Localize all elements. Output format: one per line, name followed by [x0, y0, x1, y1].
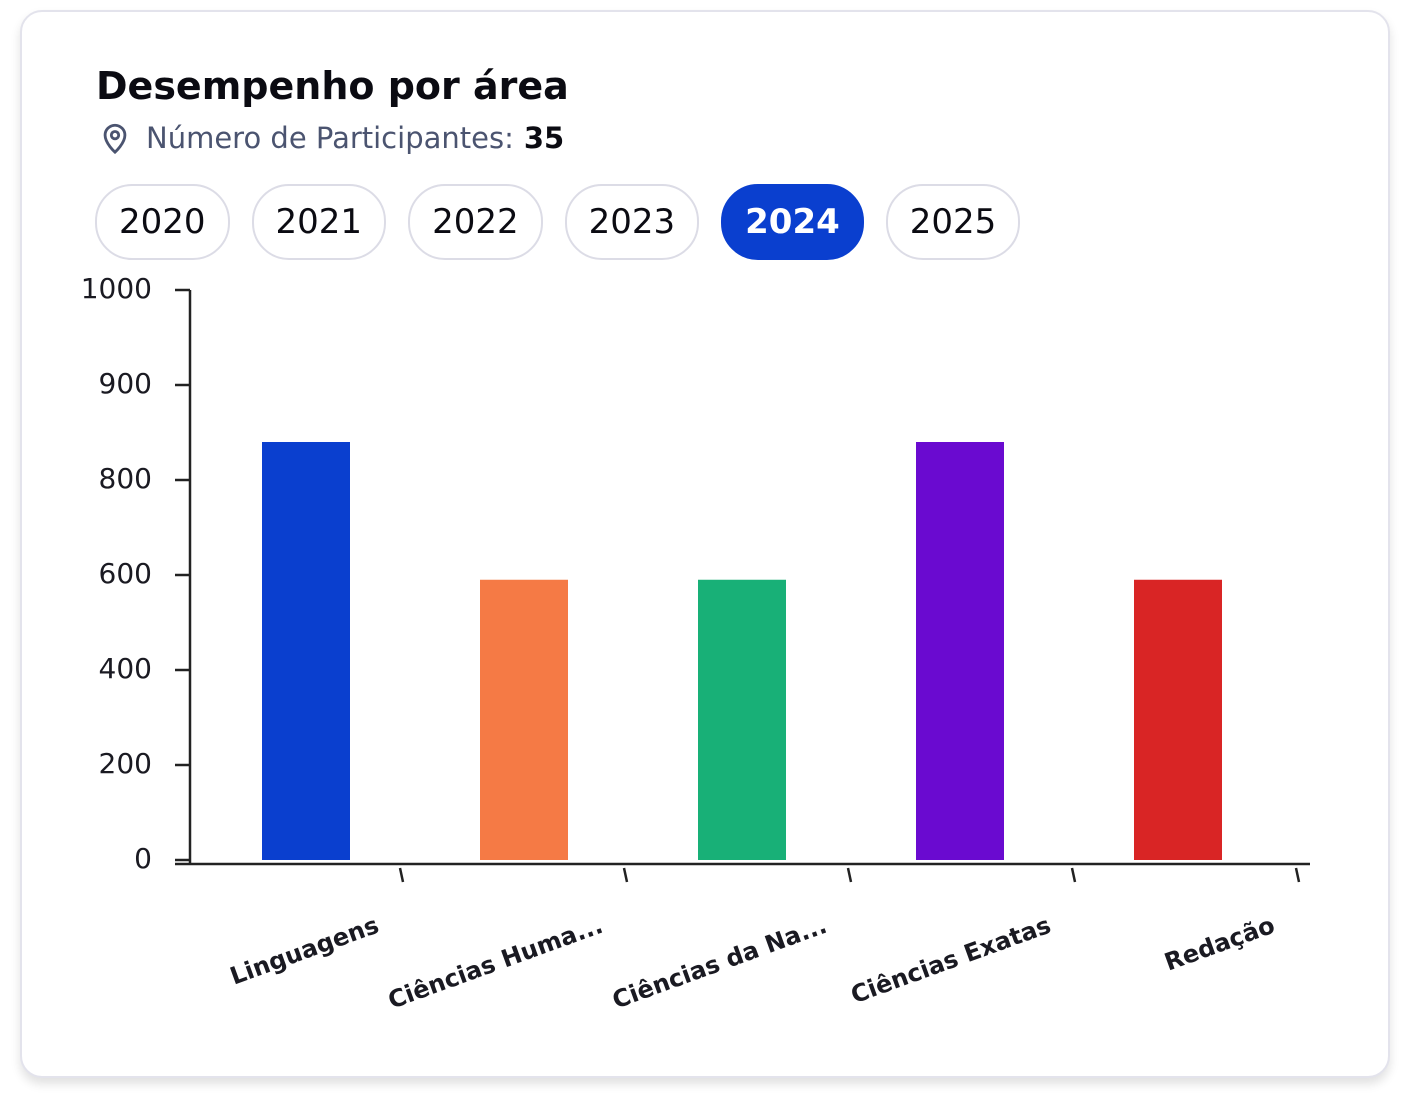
y-tick-label: 0 [134, 842, 152, 875]
x-tick-label: Ciências da Na... [609, 911, 831, 1015]
x-tick-label: Ciências Huma... [384, 911, 606, 1015]
year-selector: 2020 2021 2022 2023 2024 2025 [95, 184, 1021, 260]
x-tick [622, 867, 629, 883]
x-tick-label: Ciências Exatas [847, 911, 1054, 1009]
bar [916, 442, 1004, 860]
year-pill[interactable]: 2024 [721, 184, 864, 260]
participants-value: 35 [523, 121, 565, 155]
x-tick [1294, 867, 1301, 883]
bar [1134, 579, 1222, 860]
year-pill[interactable]: 2020 [95, 184, 230, 260]
bar [698, 579, 786, 860]
y-tick-label: 800 [99, 462, 152, 495]
location-icon [103, 123, 127, 155]
y-tick-label: 900 [99, 367, 152, 400]
x-tick-label: Redação [1161, 911, 1279, 977]
y-tick-label: 400 [99, 652, 152, 685]
year-pill[interactable]: 2023 [564, 184, 700, 260]
x-tick-label: Linguagens [226, 911, 382, 991]
x-tick [398, 867, 405, 883]
year-pill[interactable]: 2021 [251, 184, 387, 260]
y-tick-label: 1000 [81, 272, 152, 305]
participants-label: Número de Participantes: [146, 121, 514, 155]
y-tick-label: 200 [99, 747, 152, 780]
card-title: Desempenho por área [96, 64, 569, 108]
y-tick-label: 600 [99, 557, 152, 590]
bar [480, 579, 568, 860]
year-pill[interactable]: 2025 [885, 184, 1021, 260]
year-pill[interactable]: 2022 [408, 184, 543, 260]
participants: Número de Participantes: 35 [98, 120, 564, 156]
card: Desempenho por área Número de Participan… [20, 10, 1390, 1078]
x-tick [846, 867, 853, 883]
bar [262, 442, 350, 860]
x-tick [1070, 867, 1077, 883]
